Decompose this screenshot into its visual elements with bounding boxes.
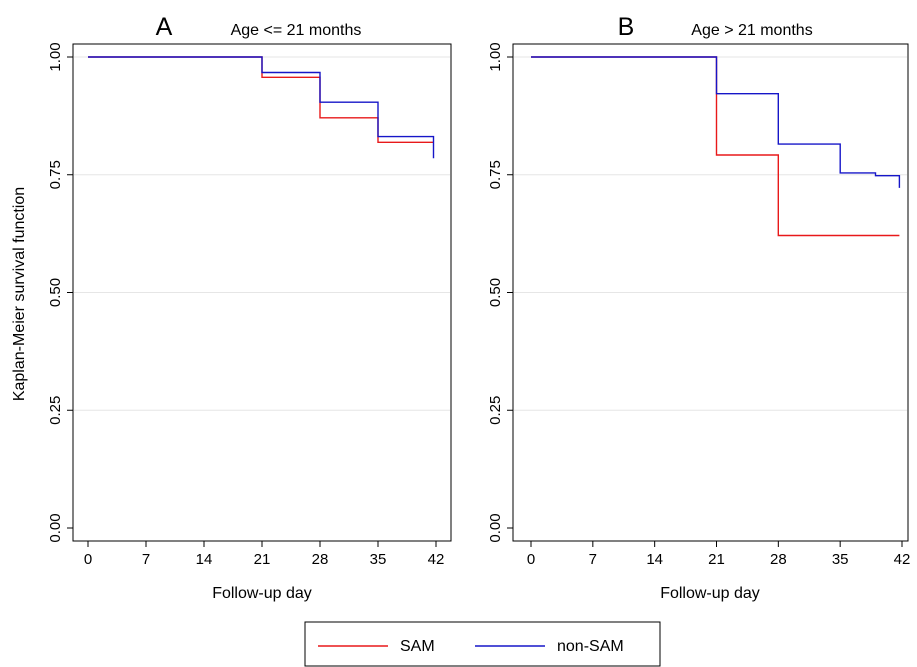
panel-a-x-tick-label: 35 xyxy=(370,551,387,568)
legend-label-non-sam: non-SAM xyxy=(557,638,624,655)
panel-b-y-tick-label: 0.75 xyxy=(487,160,504,189)
panel-a-grid xyxy=(74,56,450,411)
panel-b-grid xyxy=(514,56,907,411)
panel-b-x-tick-label: 35 xyxy=(832,551,849,568)
panel-a-x-axis-title: Follow-up day xyxy=(212,585,312,602)
panel-b-x-tick-label: 14 xyxy=(646,551,663,568)
panel-b-y-ticks: 0.00 0.25 0.50 0.75 1.00 xyxy=(487,42,513,543)
panel-a: A Age <= 21 months 0.000.250.500.751.00 … xyxy=(47,13,452,602)
panel-b-series xyxy=(531,56,901,237)
panel-a-series-non-sam xyxy=(88,56,435,159)
panel-b-y-tick-label: 0.25 xyxy=(487,396,504,425)
panel-b-x-tick-label: 28 xyxy=(770,551,787,568)
legend-frame xyxy=(304,621,661,667)
panel-a-subtitle: Age <= 21 months xyxy=(231,22,362,39)
panel-a-y-ticks: 0.00 0.25 0.50 0.75 1.00 xyxy=(47,42,73,543)
panel-a-letter: A xyxy=(156,13,173,41)
panel-b-x-ticks: 0 7 14 21 28 35 42 xyxy=(527,541,911,568)
panel-b-y-tick-label: 0.00 xyxy=(487,513,504,542)
y-axis-title: Kaplan-Meier survival function xyxy=(11,187,28,401)
panel-b-series-sam xyxy=(531,56,900,237)
panel-b-y-tick-label: 0.50 xyxy=(487,278,504,307)
panel-a-y-tick-label: 0.25 xyxy=(47,396,64,425)
panel-b-x-tick-label: 42 xyxy=(894,551,911,568)
legend-label-sam: SAM xyxy=(400,638,435,655)
panel-b-x-tick-label: 21 xyxy=(708,551,725,568)
panel-a-x-tick-label: 42 xyxy=(428,551,445,568)
panel-a-x-tick-label: 21 xyxy=(254,551,271,568)
panel-a-x-tick-label: 28 xyxy=(312,551,329,568)
panel-a-y-tick-label: 0.00 xyxy=(47,513,64,542)
panel-b-y-tick-label: 1.00 xyxy=(487,42,504,71)
panel-b-x-axis-title: Follow-up day xyxy=(660,585,760,602)
panel-b-letter: B xyxy=(618,13,635,41)
panel-a-series xyxy=(88,56,435,159)
panel-a-x-tick-label: 14 xyxy=(196,551,213,568)
panel-b-subtitle: Age > 21 months xyxy=(691,22,812,39)
panel-b-x-tick-label: 7 xyxy=(589,551,597,568)
panel-a-series-sam xyxy=(88,56,434,143)
panel-b-series-non-sam xyxy=(531,56,901,188)
legend: SAM non-SAM xyxy=(304,621,661,667)
panel-a-y-tick-label: 0.50 xyxy=(47,278,64,307)
panel-a-y-tick-label: 0.75 xyxy=(47,160,64,189)
panel-a-x-tick-label: 0 xyxy=(84,551,92,568)
panel-a-y-tick-label: 1.00 xyxy=(47,42,64,71)
panel-a-x-ticks: 0 7 14 21 28 35 42 xyxy=(84,541,445,568)
panel-b: B Age > 21 months 0.00 0.25 0.50 0.75 1.00 0… xyxy=(487,13,910,602)
panel-a-x-tick-label: 7 xyxy=(142,551,150,568)
panel-b-x-tick-label: 0 xyxy=(527,551,535,568)
